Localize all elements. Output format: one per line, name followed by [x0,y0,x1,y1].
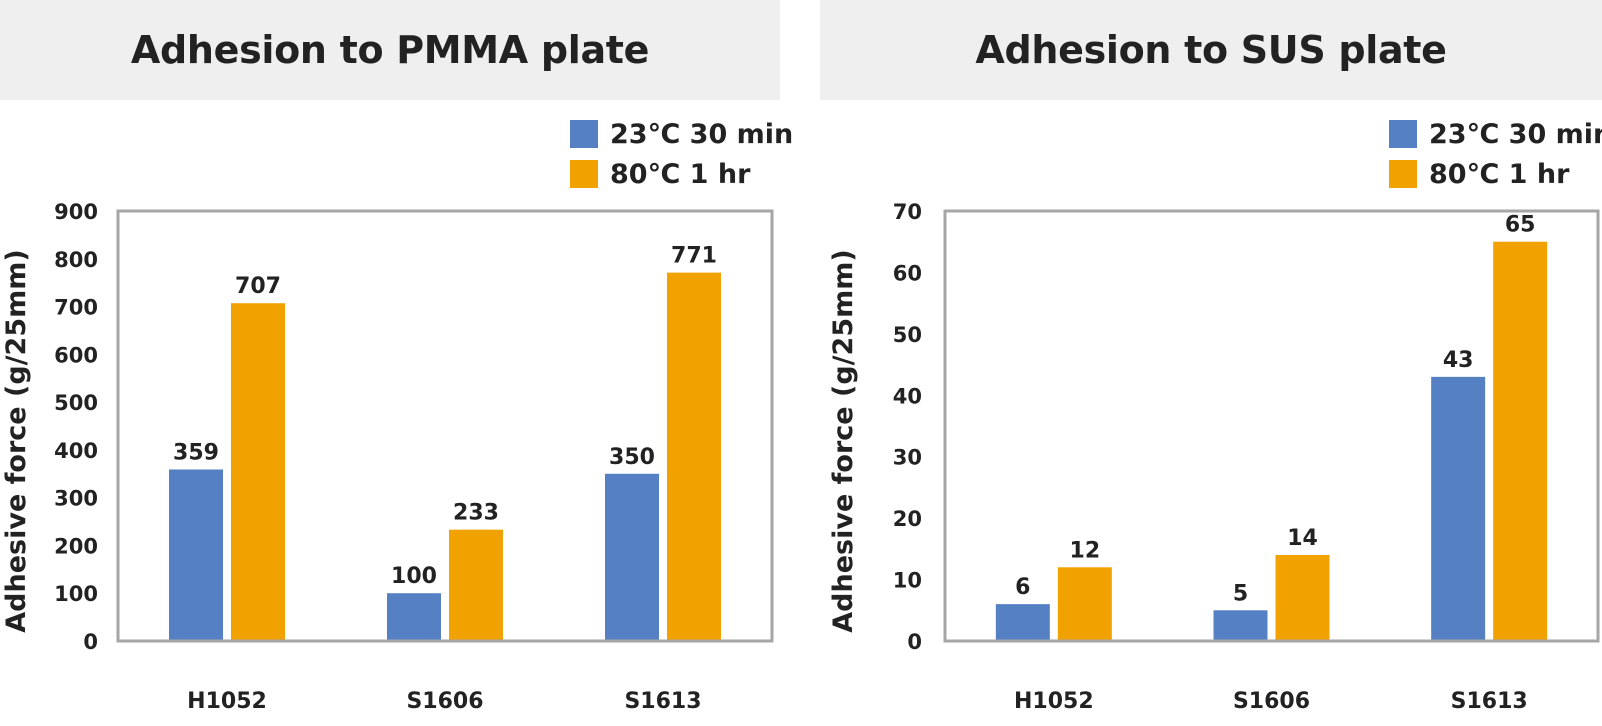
x-tick-label: S1606 [406,689,483,714]
bar-S1606-series-1 [387,593,441,641]
x-tick-label: H1052 [187,689,267,714]
plot-frame [116,209,774,643]
y-tick-label: 0 [907,630,922,654]
y-tick-label: 600 [54,343,98,367]
y-tick-label: 20 [893,507,922,531]
legend-swatch-2 [1389,160,1417,188]
y-tick-label: 0 [83,630,98,654]
y-tick-label: 500 [54,391,98,415]
legend-label-1: 23℃ 30 min [610,119,793,150]
legend-swatch-1 [1389,120,1417,148]
chart-1-header: Adhesion to PMMA plate [0,0,780,100]
bar-S1606-series-2 [1275,555,1330,641]
plot-frame [943,209,1600,643]
chart-1-title: Adhesion to PMMA plate [130,28,650,72]
x-tick-label: H1052 [1014,689,1094,714]
y-tick-label: 70 [893,200,922,224]
data-label-H1052-series-2: 12 [1070,538,1101,563]
y-tick-label: 300 [54,487,98,511]
bar-S1613-series-2 [667,272,721,641]
data-label-S1613-series-2: 771 [671,244,717,269]
y-tick-label: 700 [54,296,98,320]
chart-1: 23℃ 30 min 80℃ 1 hr Adhesive force (g/25mm… [1,119,793,714]
data-label-S1606-series-1: 100 [391,564,437,589]
bar-S1606-series-2 [449,529,503,641]
legend-label-2: 80℃ 1 hr [610,159,751,190]
y-tick-label: 800 [54,248,98,272]
bar-H1052-series-2 [1057,567,1112,641]
y-axis-title: Adhesive force (g/25mm) [1,249,32,632]
chart-2-title: Adhesion to SUS plate [975,28,1447,72]
data-label-H1052-series-1: 6 [1015,575,1030,600]
data-label-S1613-series-2: 65 [1505,213,1536,238]
data-label-S1606-series-1: 5 [1233,581,1248,606]
legend-label-1: 23℃ 30 min [1429,119,1602,150]
chart-2: 23℃ 30 min 80℃ 1 hr Adhesive force (g/25mm… [828,119,1602,714]
bar-H1052-series-1 [169,469,223,641]
data-label-H1052-series-2: 707 [235,274,281,299]
x-tick-label: S1613 [1451,689,1528,714]
data-label-S1613-series-1: 43 [1443,348,1474,373]
y-tick-label: 50 [893,323,922,347]
y-tick-label: 200 [54,534,98,558]
data-label-S1613-series-1: 350 [609,445,655,470]
data-label-S1606-series-2: 14 [1287,526,1318,551]
y-tick-label: 30 [893,446,922,470]
y-tick-label: 60 [893,261,922,285]
bar-S1606-series-1 [1213,610,1268,641]
y-tick-label: 10 [893,569,922,593]
legend-label-2: 80℃ 1 hr [1429,159,1570,190]
y-tick-label: 100 [54,582,98,606]
legend-swatch-2 [570,160,598,188]
y-tick-label: 400 [54,439,98,463]
x-tick-label: S1606 [1233,689,1310,714]
y-tick-label: 900 [54,200,98,224]
y-tick-label: 40 [893,384,922,408]
bar-H1052-series-1 [995,604,1050,641]
data-label-S1606-series-2: 233 [453,501,499,526]
data-label-H1052-series-1: 359 [173,440,219,465]
bar-H1052-series-2 [231,303,285,641]
bar-S1613-series-1 [1431,376,1486,641]
bar-S1613-series-1 [605,473,659,641]
x-tick-label: S1613 [624,689,701,714]
y-axis-title: Adhesive force (g/25mm) [828,249,859,632]
chart-2-header: Adhesion to SUS plate [820,0,1602,100]
bar-S1613-series-2 [1493,241,1548,641]
legend-swatch-1 [570,120,598,148]
